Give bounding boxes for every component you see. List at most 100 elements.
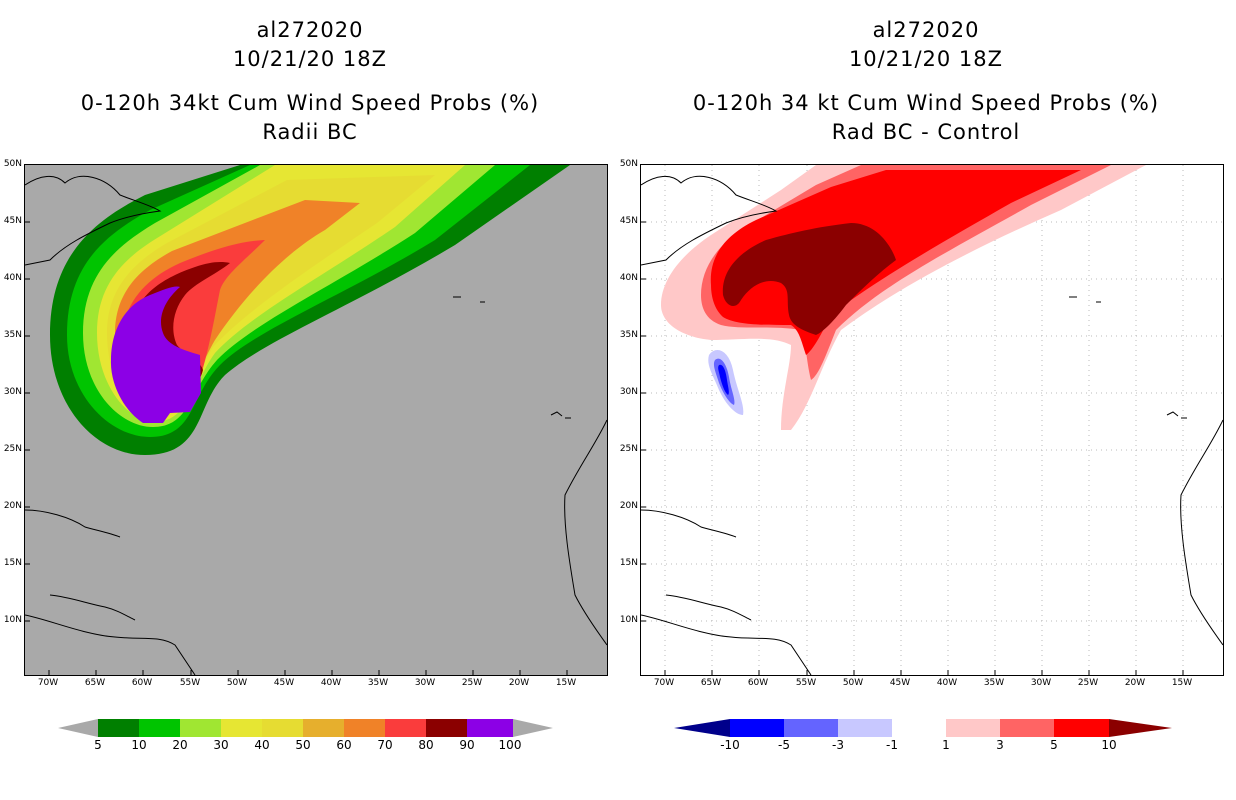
right-lon-label: 30W (1030, 678, 1052, 688)
right-colorbar-label: 10 (1101, 738, 1117, 752)
islands-canaries (1166, 411, 1187, 419)
right-lon-label: 40W (936, 678, 958, 688)
right-title: 0-120h 34 kt Cum Wind Speed Probs (%) (692, 91, 1160, 115)
right-difference-map (640, 164, 1224, 676)
right-lon-label: 65W (700, 678, 722, 688)
left-colorbar-over-arrow (513, 719, 553, 737)
left-colorbar-label: 20 (172, 738, 188, 752)
right-colorbar-swatch (784, 719, 838, 737)
left-lat-label: 10N (3, 615, 22, 625)
right-lon-label: 55W (795, 678, 817, 688)
right-lat-label: 30N (619, 387, 638, 397)
right-subtitle: Rad BC - Control (831, 120, 1021, 144)
left-probability-field (25, 165, 607, 675)
right-lon-label: 15W (1171, 678, 1193, 688)
right-lon-label: 50W (842, 678, 864, 688)
left-colorbar-swatch (139, 719, 180, 737)
right-colorbar-swatch (1000, 719, 1054, 737)
right-lat-label: 50N (619, 159, 638, 169)
left-lat-label: 45N (3, 216, 22, 226)
left-colorbar-label: 40 (254, 738, 270, 752)
right-lon-label: 70W (653, 678, 675, 688)
left-lon-label: 50W (226, 678, 248, 688)
left-ticks (25, 221, 568, 675)
left-lon-label: 15W (555, 678, 577, 688)
right-lat-label: 20N (619, 501, 638, 511)
islands-canaries (550, 411, 571, 419)
right-coastlines (641, 175, 1223, 675)
coastline-africa (1180, 419, 1223, 646)
coastline-south-america (25, 614, 196, 675)
coastline-caribbean (25, 509, 136, 621)
left-colorbar-label: 70 (377, 738, 393, 752)
left-lon-label: 40W (320, 678, 342, 688)
diff-band-10 (722, 223, 896, 335)
left-lat-label: 40N (3, 273, 22, 283)
left-colorbar-swatch (262, 719, 303, 737)
coastline-caribbean (641, 509, 752, 621)
right-lat-label: 40N (619, 273, 638, 283)
right-lon-label: 60W (747, 678, 769, 688)
right-lon-label: 45W (889, 678, 911, 688)
left-lon-label: 20W (508, 678, 530, 688)
left-probability-map (24, 164, 608, 676)
right-colorbar-over-arrow (1109, 719, 1172, 737)
right-colorbar-label: 5 (1050, 738, 1058, 752)
right-colorbar-graphic (674, 719, 1172, 737)
left-datetime: 10/21/20 18Z (232, 47, 388, 71)
left-colorbar-graphic (58, 719, 553, 737)
left-colorbar-swatch (344, 719, 385, 737)
right-lat-label: 10N (619, 615, 638, 625)
right-colorbar-label: -1 (886, 738, 898, 752)
left-colorbar-swatch (385, 719, 426, 737)
left-lon-label: 55W (179, 678, 201, 688)
left-lon-label: 30W (414, 678, 436, 688)
right-ticks (641, 221, 1184, 675)
left-lat-label: 50N (3, 159, 22, 169)
left-colorbar-label: 10 (131, 738, 147, 752)
right-lon-label: 25W (1077, 678, 1099, 688)
right-colorbar-swatch (1054, 719, 1109, 737)
right-colorbar-label: 3 (996, 738, 1004, 752)
left-lon-label: 60W (131, 678, 153, 688)
right-gridlines (641, 165, 1223, 675)
coastline-north-america (641, 175, 778, 266)
left-colorbar-swatch (221, 719, 262, 737)
right-lon-label: 35W (983, 678, 1005, 688)
right-colorbar-under-arrow (674, 719, 730, 737)
left-colorbar-label: 30 (213, 738, 229, 752)
left-lon-label: 35W (367, 678, 389, 688)
left-lat-label: 25N (3, 444, 22, 454)
islands-azores (453, 296, 485, 303)
right-lat-label: 45N (619, 216, 638, 226)
right-storm-id: al272020 (872, 18, 980, 42)
right-colorbar-swatch (838, 719, 892, 737)
left-colorbar-label: 5 (94, 738, 102, 752)
left-lat-label: 15N (3, 558, 22, 568)
left-subtitle: Radii BC (262, 120, 358, 144)
left-colorbar-under-arrow (58, 719, 98, 737)
right-lat-label: 35N (619, 330, 638, 340)
right-difference-field (641, 165, 1223, 675)
left-lon-label: 45W (273, 678, 295, 688)
left-colorbar-label: 60 (336, 738, 352, 752)
right-colorbar-label: 1 (942, 738, 950, 752)
right-colorbar-label: -3 (832, 738, 844, 752)
right-colorbar-label: -5 (778, 738, 790, 752)
right-lon-label: 20W (1124, 678, 1146, 688)
left-colorbar-label: 100 (498, 738, 522, 752)
left-coastlines (25, 175, 607, 675)
right-datetime: 10/21/20 18Z (848, 47, 1004, 71)
left-colorbar-label: 90 (459, 738, 475, 752)
left-colorbar-swatch (426, 719, 467, 737)
diff-band-neg-5 (718, 364, 729, 395)
left-colorbar-label: 50 (295, 738, 311, 752)
left-colorbar-swatch (98, 719, 139, 737)
left-colorbar-swatch (303, 719, 344, 737)
left-lon-label: 65W (84, 678, 106, 688)
left-lat-label: 30N (3, 387, 22, 397)
left-storm-id: al272020 (256, 18, 364, 42)
coastline-south-america (641, 614, 812, 675)
left-lon-label: 25W (461, 678, 483, 688)
left-colorbar-swatch (467, 719, 513, 737)
